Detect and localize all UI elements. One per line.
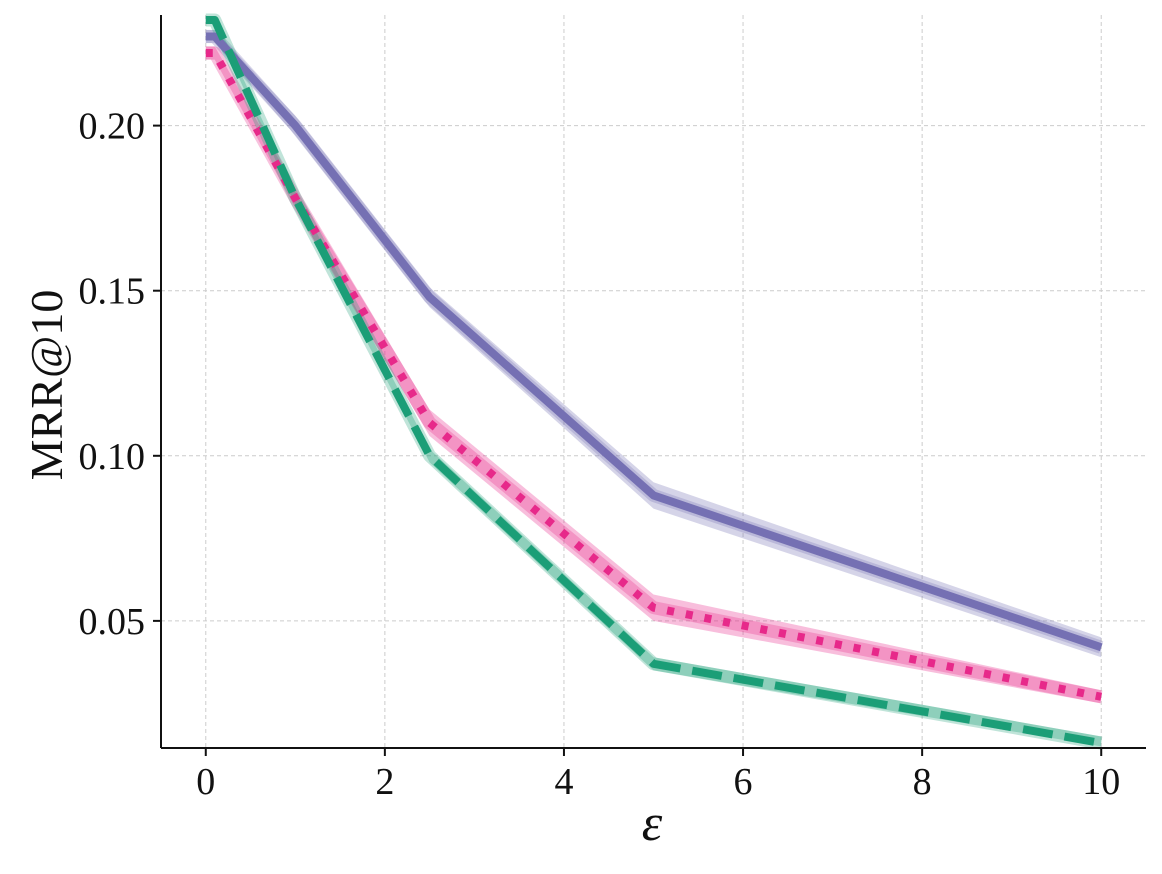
axes [153,15,1146,756]
series-solid-halo [205,29,1104,654]
y-tick-label: 0.10 [79,436,146,478]
x-tick-label: 10 [1082,761,1120,803]
series-solid-line [205,32,1103,652]
x-tick-label: 2 [375,761,394,803]
x-tick-label: 4 [554,761,573,803]
series-dashed-halo [205,13,1103,750]
x-tick-label: 8 [913,761,932,803]
y-tick-label: 0.05 [79,601,146,643]
series-solid-band [205,29,1102,658]
y-axis-label: MRR@10 [21,290,72,481]
x-axis-label: ε [642,795,663,852]
y-tick-label: 0.20 [79,106,146,148]
x-tick-label: 6 [734,761,753,803]
series-lines [205,13,1104,750]
x-tick-label: 0 [196,761,215,803]
grid-lines [161,15,1146,748]
series-dashed-line [205,15,1102,747]
series-dotted-line [205,48,1103,701]
tick-labels: 0 2 4 6 8 10 0.05 0.10 0.15 0.20 [79,106,1121,803]
y-tick-label: 0.15 [79,271,146,313]
